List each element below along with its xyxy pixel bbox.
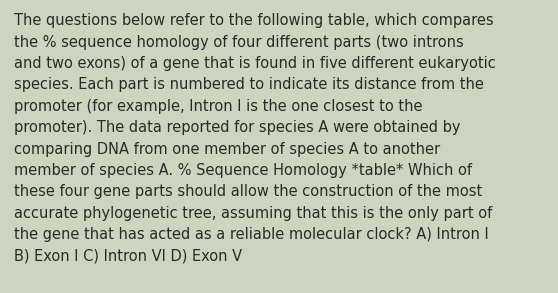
Text: The questions below refer to the following table, which compares: The questions below refer to the followi… [14, 13, 494, 28]
Text: the gene that has acted as a reliable molecular clock? A) Intron I: the gene that has acted as a reliable mo… [14, 227, 489, 242]
Text: species. Each part is numbered to indicate its distance from the: species. Each part is numbered to indica… [14, 77, 484, 92]
Text: promoter). The data reported for species A were obtained by: promoter). The data reported for species… [14, 120, 460, 135]
Text: promoter (for example, Intron I is the one closest to the: promoter (for example, Intron I is the o… [14, 99, 422, 114]
Text: accurate phylogenetic tree, assuming that this is the only part of: accurate phylogenetic tree, assuming tha… [14, 206, 492, 221]
Text: and two exons) of a gene that is found in five different eukaryotic: and two exons) of a gene that is found i… [14, 56, 496, 71]
Text: the % sequence homology of four different parts (two introns: the % sequence homology of four differen… [14, 35, 464, 50]
Text: these four gene parts should allow the construction of the most: these four gene parts should allow the c… [14, 184, 482, 199]
Text: member of species A. % Sequence Homology *table* Which of: member of species A. % Sequence Homology… [14, 163, 472, 178]
Text: B) Exon I C) Intron VI D) Exon V: B) Exon I C) Intron VI D) Exon V [14, 248, 242, 263]
Text: comparing DNA from one member of species A to another: comparing DNA from one member of species… [14, 142, 440, 156]
